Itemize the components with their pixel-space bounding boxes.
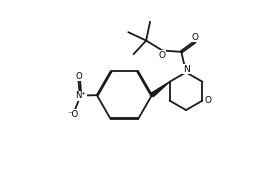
Text: N⁺: N⁺ (76, 91, 87, 100)
Text: N: N (183, 65, 189, 74)
Text: O: O (191, 33, 199, 42)
Text: O: O (76, 72, 83, 81)
Text: O: O (205, 96, 212, 105)
Text: O: O (158, 51, 165, 60)
Polygon shape (151, 82, 170, 97)
Text: ⁻O: ⁻O (68, 110, 79, 119)
